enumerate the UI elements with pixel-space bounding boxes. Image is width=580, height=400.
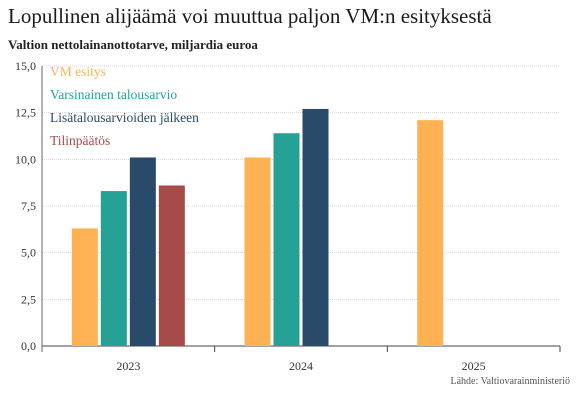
y-tick-label: 15,0	[15, 59, 36, 73]
y-tick-label: 0,0	[21, 339, 36, 353]
chart-subtitle: Valtion nettolainanottotarve, miljardia …	[8, 37, 258, 52]
bar	[302, 108, 329, 346]
legend-entry: Lisätalousarvioiden jälkeen	[50, 110, 199, 125]
y-tick-label: 10,0	[15, 152, 36, 166]
x-tick-label: 2024	[289, 359, 313, 373]
bar	[158, 185, 185, 346]
chart-title: Lopullinen alijäämä voi muuttua paljon V…	[8, 4, 492, 28]
y-tick-label: 2,5	[21, 292, 36, 306]
bar	[100, 191, 127, 346]
bar	[71, 228, 98, 346]
legend-entry: VM esitys	[50, 64, 106, 79]
bar	[273, 133, 300, 346]
y-tick-label: 12,5	[15, 106, 36, 120]
source-note: Lähde: Valtiovarainministeriö	[450, 376, 570, 387]
legend-entry: Tilinpäätös	[50, 133, 110, 148]
bar	[417, 120, 444, 346]
bar	[244, 157, 271, 346]
x-tick-label: 2023	[116, 359, 140, 373]
x-tick-label: 2025	[462, 359, 486, 373]
y-tick-label: 7,5	[21, 199, 36, 213]
bar	[129, 157, 156, 346]
y-tick-label: 5,0	[21, 246, 36, 260]
legend-entry: Varsinainen talousarvio	[50, 87, 177, 102]
